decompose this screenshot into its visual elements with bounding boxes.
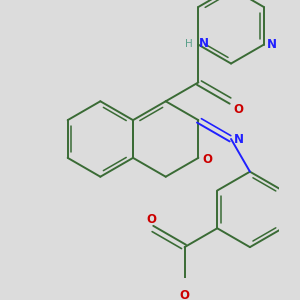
Text: O: O (180, 289, 190, 300)
Text: O: O (233, 103, 243, 116)
Text: O: O (202, 153, 212, 167)
Text: N: N (267, 38, 277, 51)
Text: N: N (198, 37, 208, 50)
Text: H: H (185, 39, 192, 49)
Text: O: O (146, 213, 156, 226)
Text: N: N (234, 133, 244, 146)
